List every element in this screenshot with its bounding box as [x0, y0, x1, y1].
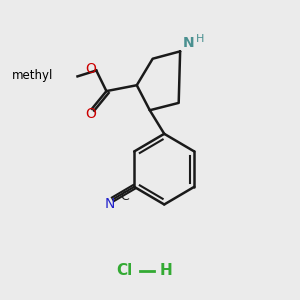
- Text: H: H: [196, 34, 204, 44]
- Text: N: N: [183, 36, 195, 50]
- Text: H: H: [160, 263, 172, 278]
- Text: O: O: [85, 107, 96, 121]
- Text: C: C: [120, 190, 129, 203]
- Text: O: O: [86, 62, 97, 76]
- Text: Cl: Cl: [116, 263, 132, 278]
- Text: N: N: [104, 197, 115, 211]
- Text: methyl: methyl: [12, 69, 53, 82]
